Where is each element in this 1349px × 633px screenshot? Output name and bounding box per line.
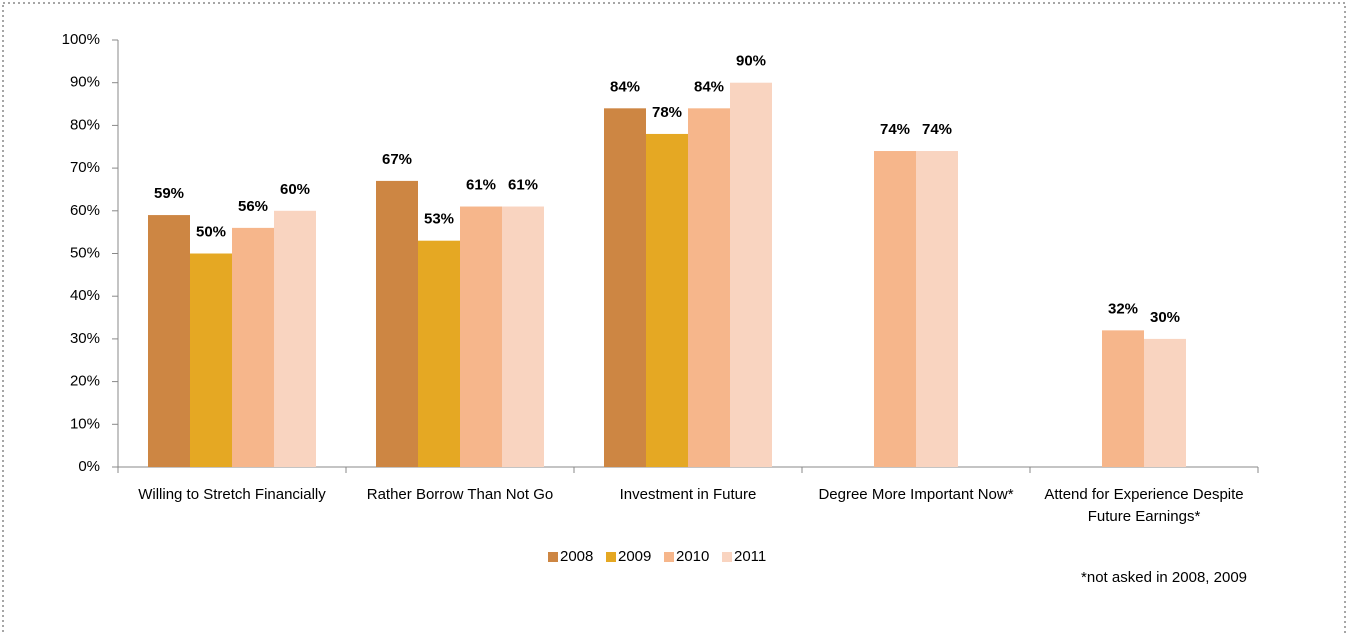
x-tick-label: Investment in Future [619, 486, 757, 503]
value-label: 61% [466, 176, 496, 193]
bar [148, 215, 190, 467]
y-tick-label: 100% [62, 31, 100, 48]
value-label: 53% [424, 211, 454, 228]
x-tick-label: Willing to Stretch Financially [138, 486, 326, 503]
y-tick-label: 0% [78, 458, 100, 475]
legend-label: 2010 [676, 548, 709, 565]
legend-swatch [548, 552, 558, 562]
bar [190, 253, 232, 467]
bar [730, 82, 772, 467]
bar [874, 151, 916, 467]
bar [460, 206, 502, 467]
value-label: 50% [196, 223, 226, 240]
y-tick-label: 30% [70, 330, 100, 347]
value-label: 32% [1108, 300, 1138, 317]
value-label: 74% [880, 121, 910, 138]
y-tick-label: 50% [70, 244, 100, 261]
bar [604, 108, 646, 467]
value-label: 67% [382, 151, 412, 168]
bar [274, 210, 316, 468]
value-label: 56% [238, 198, 268, 215]
x-tick-label: Rather Borrow Than Not Go [366, 486, 554, 503]
legend-label: 2011 [734, 548, 766, 565]
bar [646, 133, 688, 467]
value-label: 74% [922, 121, 952, 138]
y-tick-label: 20% [70, 373, 100, 390]
bar [1102, 330, 1144, 467]
y-tick-label: 10% [70, 415, 100, 432]
y-tick-label: 60% [70, 202, 100, 219]
bar [1144, 338, 1186, 467]
bar [688, 108, 730, 467]
legend-swatch [664, 552, 674, 562]
bar [502, 206, 544, 467]
y-tick-label: 80% [70, 116, 100, 133]
bar [232, 227, 274, 467]
legend-swatch [606, 552, 616, 562]
annotation: *not asked in 2008, 2009 [1081, 569, 1247, 586]
value-label: 78% [652, 104, 682, 121]
y-tick-label: 40% [70, 287, 100, 304]
y-tick-label: 70% [70, 159, 100, 176]
bar [376, 180, 418, 467]
value-label: 84% [610, 78, 640, 95]
x-tick-label: Attend for Experience Despite Future Ear… [1044, 486, 1244, 525]
bar [916, 151, 958, 467]
bar [418, 240, 460, 467]
y-tick-label: 90% [70, 74, 100, 91]
value-label: 84% [694, 78, 724, 95]
value-label: 30% [1150, 309, 1180, 326]
value-label: 61% [508, 176, 538, 193]
legend-swatch [722, 552, 732, 562]
value-label: 60% [280, 181, 310, 198]
x-tick-label: Degree More Important Now* [818, 486, 1014, 503]
legend-label: 2009 [618, 548, 651, 565]
value-label: 59% [154, 185, 184, 202]
value-label: 90% [736, 53, 766, 70]
legend-label: 2008 [560, 548, 593, 565]
